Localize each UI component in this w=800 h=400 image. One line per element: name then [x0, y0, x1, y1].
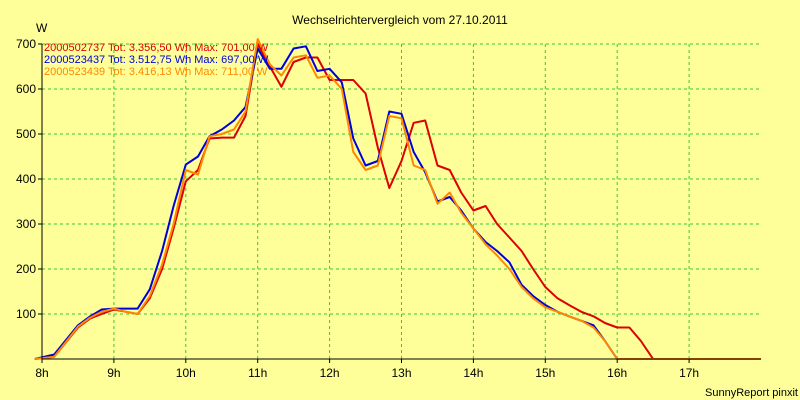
y-axis-unit: W — [36, 21, 48, 35]
x-tick-label: 9h — [107, 366, 120, 380]
chart-title: Wechselrichtervergleich vom 27.10.2011 — [292, 13, 508, 27]
legend: 2000502737 Tot: 3.356,50 Wh Max: 701,00 … — [44, 42, 269, 78]
y-tick-label: 400 — [16, 172, 36, 186]
y-tick-label: 200 — [16, 262, 36, 276]
legend-entry: 2000523437 Tot: 3.512,75 Wh Max: 697,00 … — [44, 54, 269, 66]
x-axis-ticks: 8h 9h 10h 11h 12h 13h 14h 15h 16h 17h — [35, 359, 699, 380]
y-tick-label: 300 — [16, 217, 36, 231]
x-tick-label: 13h — [391, 366, 411, 380]
x-tick-label: 10h — [176, 366, 196, 380]
legend-entry: 2000523439 Tot: 3.416,13 Wh Max: 711,00 … — [44, 66, 268, 78]
x-tick-label: 16h — [607, 366, 627, 380]
y-tick-label: 500 — [16, 127, 36, 141]
series-lines — [34, 38, 761, 360]
y-tick-label: 600 — [16, 82, 36, 96]
grid — [42, 43, 761, 359]
series-line-2000502737 — [34, 43, 761, 360]
x-tick-label: 12h — [320, 366, 340, 380]
footer-credit: SunnyReport pinxit — [705, 387, 798, 399]
legend-entry: 2000502737 Tot: 3.356,50 Wh Max: 701,00 … — [44, 42, 269, 54]
x-tick-label: 11h — [248, 366, 267, 380]
y-axis-ticks: 100 200 300 400 500 600 700 — [16, 37, 42, 321]
x-tick-label: 14h — [463, 366, 483, 380]
x-tick-label: 8h — [35, 366, 48, 380]
series-line-2000523439 — [34, 38, 761, 360]
x-tick-label: 15h — [535, 366, 555, 380]
y-tick-label: 100 — [16, 307, 36, 321]
series-line-2000523437 — [34, 45, 761, 360]
y-tick-label: 700 — [16, 37, 36, 51]
x-tick-label: 17h — [679, 366, 699, 380]
